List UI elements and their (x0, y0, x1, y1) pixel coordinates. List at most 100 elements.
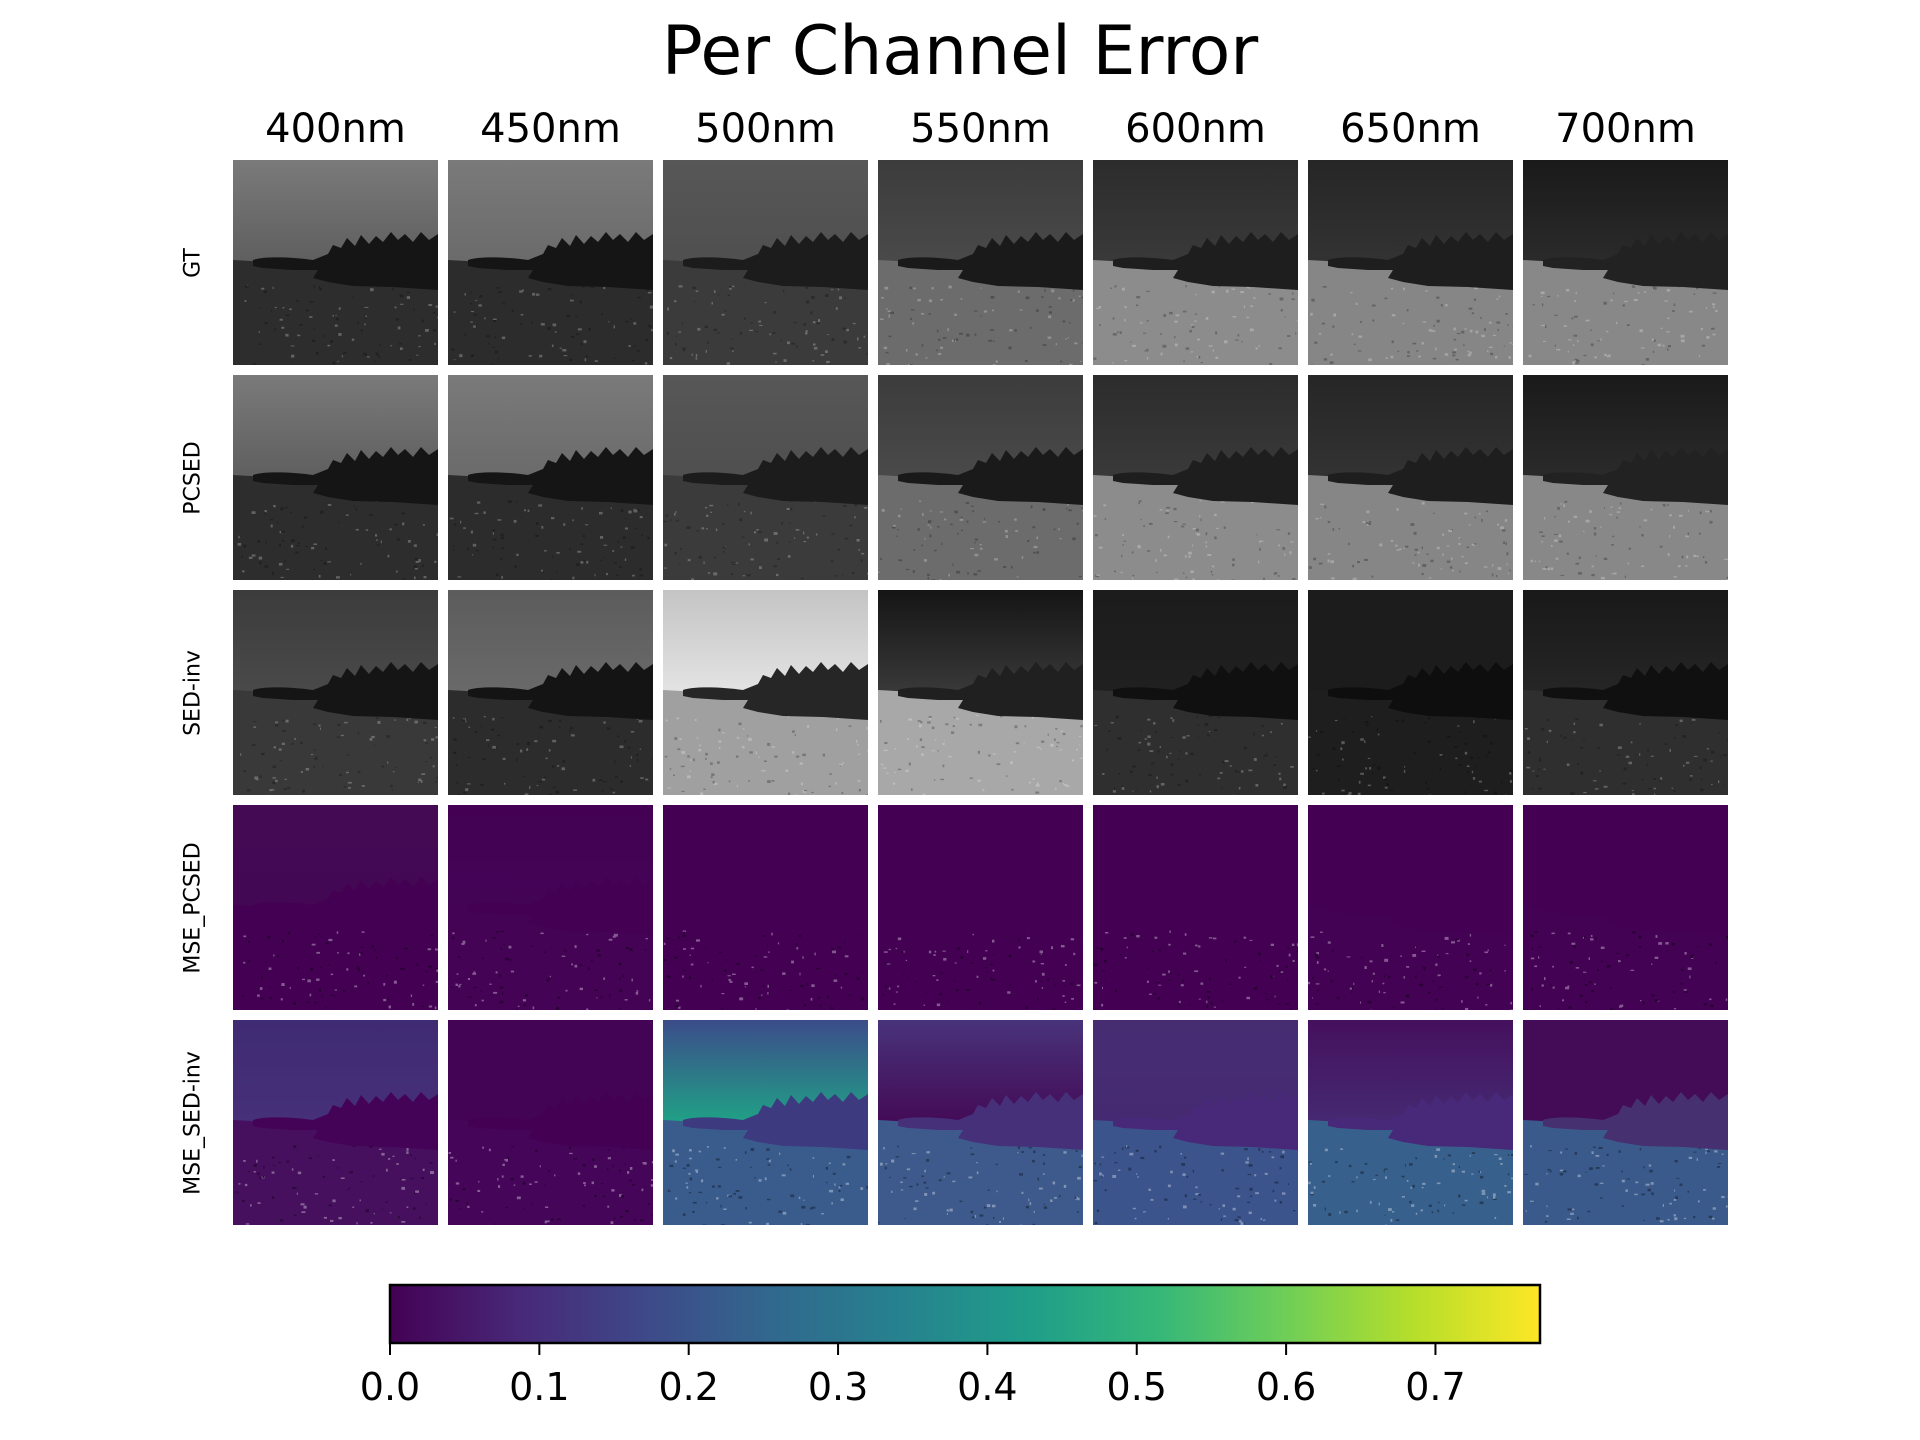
tree-line (253, 447, 438, 505)
chart-title: Per Channel Error (661, 12, 1259, 91)
colorbar-tick-label: 0.0 (359, 1365, 421, 1409)
ground-texture (1308, 931, 1513, 1010)
tile-sed-inv-400nm (233, 590, 438, 795)
tile-mse-pcsed-700nm (1523, 805, 1728, 1010)
colorbar-tick-label: 0.6 (1255, 1365, 1317, 1409)
tile-mse-pcsed-400nm (233, 805, 438, 1010)
tile-gt-500nm (663, 160, 868, 365)
tile-mse-pcsed-600nm (1093, 805, 1298, 1010)
tile-mse-sed-inv-500nm (663, 1020, 868, 1225)
ground-texture (234, 1145, 434, 1225)
tree-line (468, 1092, 653, 1150)
tile-mse-sed-inv-600nm (1093, 1020, 1298, 1225)
tree-line (683, 232, 868, 290)
ground-texture (666, 285, 868, 365)
ground-texture (879, 715, 1083, 795)
column-label: 600nm (1125, 106, 1266, 152)
colorbar-tick-label: 0.2 (658, 1365, 719, 1409)
tree-line (898, 1092, 1083, 1150)
tree-line (253, 662, 438, 720)
ground-texture (1093, 930, 1298, 1010)
column-label: 650nm (1340, 106, 1481, 152)
ground-texture (1308, 1148, 1513, 1225)
tree-line (1543, 1092, 1728, 1150)
column-label: 550nm (910, 106, 1051, 152)
colorbar-tick-label: 0.7 (1405, 1365, 1466, 1409)
ground-texture (1524, 717, 1728, 795)
tree-line (1113, 232, 1298, 290)
tile-mse-sed-inv-550nm (878, 1020, 1083, 1225)
ground-texture (1308, 716, 1513, 795)
column-label: 400nm (265, 106, 406, 152)
ground-texture (878, 500, 1083, 580)
row-label: PCSED (180, 440, 206, 515)
tile-gt-550nm (878, 160, 1083, 365)
ground-texture (448, 1146, 653, 1225)
tile-pcsed-700nm (1523, 375, 1728, 580)
tile-pcsed-650nm (1308, 375, 1513, 580)
tile-mse-pcsed-500nm (663, 805, 868, 1010)
tile-gt-650nm (1308, 160, 1513, 365)
ground-texture (452, 715, 653, 795)
tree-line (683, 662, 868, 720)
ground-texture (878, 1145, 1083, 1225)
tree-line (253, 1092, 438, 1150)
ground-texture (1528, 285, 1728, 365)
tree-line (468, 232, 653, 290)
ground-texture (240, 715, 438, 795)
colorbar-gradient (388, 1283, 1542, 1345)
tree-line (1113, 1092, 1298, 1150)
tile-pcsed-600nm (1093, 375, 1298, 580)
tree-line (1328, 232, 1513, 290)
tree-line (1543, 232, 1728, 290)
tree-line (1328, 877, 1513, 935)
ground-texture (1310, 285, 1513, 365)
tile-pcsed-500nm (663, 375, 868, 580)
tile-pcsed-400nm (233, 375, 438, 580)
tile-sed-inv-650nm (1308, 590, 1513, 795)
tile-sed-inv-700nm (1523, 590, 1728, 795)
ground-texture (663, 500, 868, 580)
ground-texture (1093, 285, 1298, 365)
colorbar (388, 1283, 1542, 1355)
ground-texture (667, 1146, 868, 1225)
row-label: GT (180, 247, 206, 278)
ground-texture (1093, 500, 1296, 580)
row-label: SED-inv (180, 649, 206, 736)
tree-line (898, 877, 1083, 935)
ground-texture (1093, 1145, 1296, 1225)
colorbar-ticks (389, 1343, 1437, 1355)
colorbar-tick-label: 0.3 (807, 1365, 869, 1409)
tree-line (1543, 877, 1728, 935)
tile-mse-sed-inv-700nm (1523, 1020, 1728, 1225)
row-label: MSE_SED-inv (180, 1050, 206, 1195)
tile-gt-700nm (1523, 160, 1728, 365)
tree-line (1328, 447, 1513, 505)
ground-texture (451, 286, 653, 365)
tile-mse-sed-inv-400nm (233, 1020, 438, 1225)
ground-texture (241, 931, 438, 1010)
tile-pcsed-550nm (878, 375, 1083, 580)
tree-line (1113, 447, 1298, 505)
tree-line (1543, 447, 1728, 505)
ground-texture (237, 500, 438, 580)
tile-sed-inv-600nm (1093, 590, 1298, 795)
tree-line (683, 877, 868, 935)
tree-line (1328, 662, 1513, 720)
tree-line (683, 1092, 868, 1150)
tree-line (1113, 662, 1298, 720)
tile-pcsed-450nm (448, 375, 653, 580)
tile-gt-600nm (1093, 160, 1298, 365)
tree-line (898, 662, 1083, 720)
tile-mse-sed-inv-650nm (1308, 1020, 1513, 1225)
tile-sed-inv-550nm (878, 590, 1083, 795)
tree-line (683, 447, 868, 505)
tree-line (468, 662, 653, 720)
colorbar-tick-label: 0.4 (957, 1365, 1018, 1409)
tile-mse-pcsed-450nm (448, 805, 653, 1010)
tree-line (253, 877, 438, 935)
tile-mse-sed-inv-450nm (448, 1020, 653, 1225)
tree-line (898, 232, 1083, 290)
tile-sed-inv-450nm (448, 590, 653, 795)
tree-line (468, 877, 653, 935)
